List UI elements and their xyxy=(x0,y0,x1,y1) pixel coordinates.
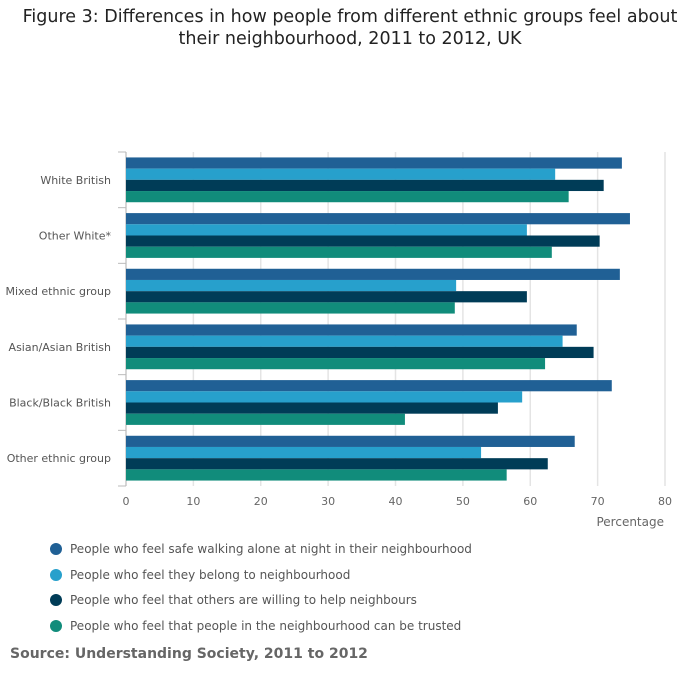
bar xyxy=(126,402,498,414)
bar xyxy=(126,157,622,169)
x-tick-label: 40 xyxy=(389,495,403,508)
bar xyxy=(126,268,620,280)
bar xyxy=(126,279,457,292)
bar xyxy=(126,224,527,236)
x-tick-label: 20 xyxy=(254,495,268,508)
category-label: White British xyxy=(40,174,111,187)
legend-swatch-icon xyxy=(50,619,62,632)
category-label: Mixed ethnic group xyxy=(5,285,111,298)
legend-item: People who feel they belong to neighbour… xyxy=(50,568,350,582)
x-tick-label: 50 xyxy=(456,495,470,508)
bar xyxy=(126,324,577,336)
bar xyxy=(126,291,527,303)
bar xyxy=(126,413,405,425)
category-label: Black/Black British xyxy=(9,397,111,410)
legend-label: People who feel that others are willing … xyxy=(70,593,417,607)
x-tick-label: 0 xyxy=(123,495,130,508)
chart-title: Figure 3: Differences in how people from… xyxy=(22,7,678,49)
legend-item: People who feel that others are willing … xyxy=(50,593,417,607)
x-tick-label: 60 xyxy=(523,495,537,508)
bar xyxy=(126,446,482,459)
bar xyxy=(126,335,563,347)
legend-label: People who feel safe walking alone at ni… xyxy=(70,542,472,556)
bar xyxy=(126,179,604,192)
legend-swatch-icon xyxy=(50,568,62,581)
bar xyxy=(126,168,556,180)
legend-label: People who feel they belong to neighbour… xyxy=(70,567,351,582)
legend-item: People who feel safe walking alone at ni… xyxy=(50,542,472,556)
bar xyxy=(126,235,600,247)
x-tick-label: 30 xyxy=(321,495,335,508)
bar xyxy=(126,302,455,314)
legend-swatch-icon xyxy=(50,594,62,606)
bar xyxy=(126,246,552,258)
source-note: Source: Understanding Society, 2011 to 2… xyxy=(10,646,368,662)
x-axis-label: Percentage xyxy=(596,515,664,529)
category-label: Asian/Asian British xyxy=(9,341,111,354)
legend-label: People who feel that people in the neigh… xyxy=(70,618,462,633)
category-label: Other ethnic group xyxy=(7,452,111,465)
x-tick-label: 70 xyxy=(591,495,605,508)
bar xyxy=(126,391,523,403)
x-tick-label: 10 xyxy=(186,495,200,508)
bar xyxy=(126,435,575,447)
legend-item: People who feel that people in the neigh… xyxy=(50,619,461,633)
bar xyxy=(126,346,594,359)
bar xyxy=(126,469,507,481)
category-label: Other White* xyxy=(39,230,112,243)
bar xyxy=(126,213,630,225)
bar xyxy=(126,358,546,370)
legend-swatch-icon xyxy=(50,543,62,555)
bar xyxy=(126,191,569,203)
bar xyxy=(126,380,612,392)
bar xyxy=(126,458,548,470)
x-tick-label: 80 xyxy=(658,495,672,508)
